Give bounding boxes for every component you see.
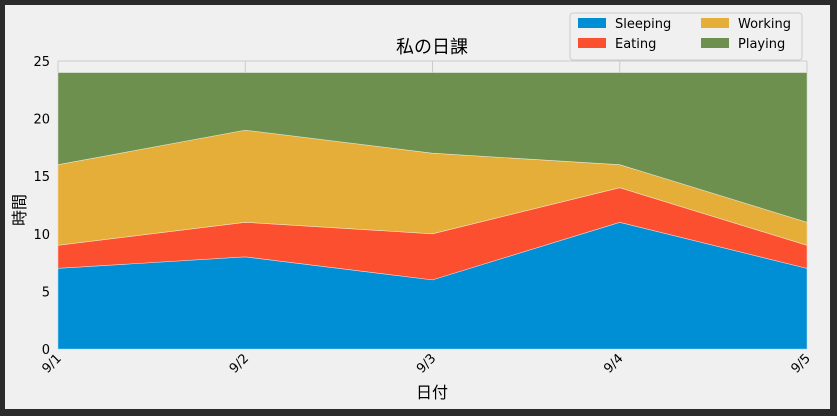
legend-label-eating: Eating (615, 37, 656, 52)
legend-swatch-eating (578, 38, 606, 48)
legend-swatch-working (701, 18, 729, 28)
area-playing (57, 72, 808, 223)
x-axis-label: 日付 (416, 383, 448, 402)
chart-frame: 0 5 10 15 20 25 9/1 9/2 9/3 9/4 9/5 私の日課 日付 時間 Sl… (5, 5, 830, 409)
legend-label-sleeping: Sleeping (615, 17, 671, 32)
legend-label-playing: Playing (738, 37, 785, 52)
chart-title: 私の日課 (396, 37, 468, 58)
y-tick-label: 25 (33, 55, 50, 70)
y-tick-label: 0 (42, 343, 50, 358)
y-tick-label: 15 (33, 170, 50, 185)
y-tick-label: 10 (33, 228, 50, 243)
y-axis-label: 時間 (10, 194, 29, 226)
x-axis-ticks: 9/1 9/2 9/3 9/4 9/5 (39, 351, 813, 376)
legend-swatch-sleeping (578, 18, 606, 28)
x-tick-label: 9/2 (227, 351, 252, 376)
x-tick-label: 9/5 (788, 351, 813, 376)
legend-box (569, 12, 803, 61)
legend-label-working: Working (738, 17, 791, 32)
y-axis-ticks: 0 5 10 15 20 25 (33, 55, 50, 358)
legend-swatch-playing (701, 38, 729, 48)
area-series (57, 72, 808, 350)
x-tick-label: 9/3 (414, 351, 439, 376)
y-tick-label: 5 (42, 285, 50, 300)
x-tick-label: 9/4 (601, 351, 626, 376)
legend: Sleeping Eating Working Playing (569, 12, 803, 61)
y-tick-label: 20 (33, 113, 50, 128)
